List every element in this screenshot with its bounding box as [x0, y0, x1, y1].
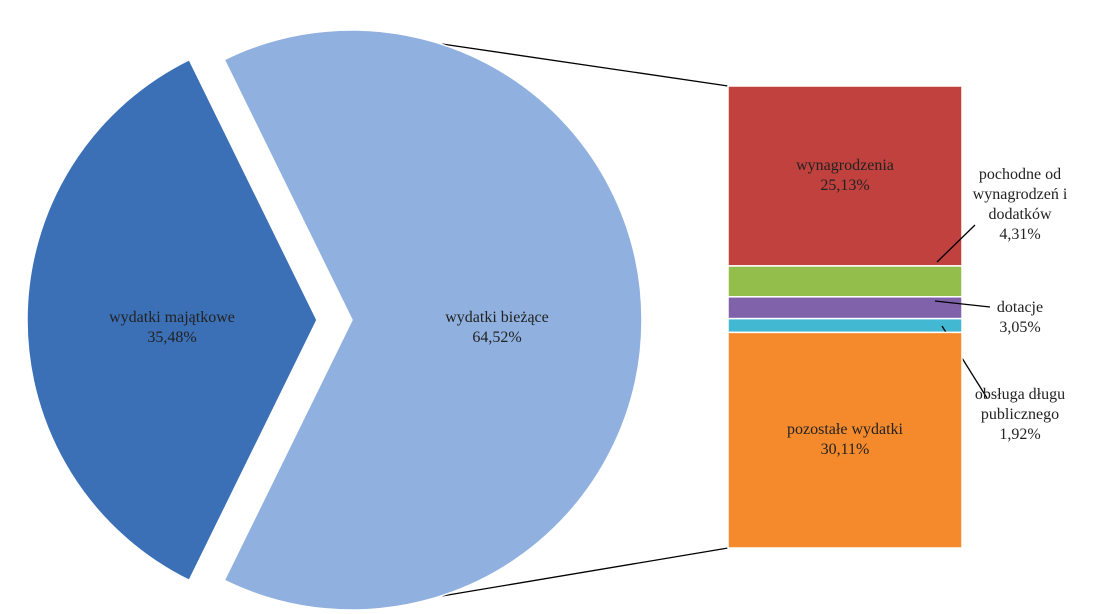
bar-segment: [727, 85, 963, 267]
category-label: pozostałe wydatki: [787, 421, 903, 439]
category-label: pochodne od wynagrodzeń i dodatków: [972, 166, 1068, 223]
bar-segment: [727, 317, 963, 334]
category-label: obsługa długu publicznego: [974, 386, 1066, 423]
value-label: 25,13%: [820, 176, 870, 194]
connector-line: [441, 547, 729, 597]
pie-slice: [26, 58, 318, 582]
bar-segment: [727, 331, 963, 549]
category-label: dotacje: [996, 299, 1044, 316]
value-label: 64,52%: [472, 329, 522, 346]
data-label: dotacje 3,05%: [960, 298, 1080, 338]
pie-slice: [223, 29, 643, 611]
data-label: wydatki majątkowe 35,48%: [109, 308, 235, 348]
value-label: 4,31%: [999, 226, 1041, 243]
bar-segment: [727, 265, 963, 298]
data-label: wynagrodzenia 25,13%: [745, 156, 945, 196]
value-label: 1,92%: [999, 426, 1041, 443]
leader-line: [936, 224, 976, 263]
bar-segment: [727, 296, 963, 320]
category-label: wynagrodzenia: [796, 156, 894, 174]
value-label: 30,11%: [820, 441, 870, 459]
value-label: 3,05%: [999, 319, 1041, 336]
leader-line: [934, 300, 991, 308]
connector-line: [441, 43, 729, 87]
value-label: 35,48%: [147, 329, 197, 346]
category-label: wydatki majątkowe: [109, 309, 235, 326]
category-label: wydatki bieżące: [445, 309, 549, 326]
data-label: pochodne od wynagrodzeń i dodatków 4,31%: [960, 165, 1080, 245]
data-label: wydatki bieżące 64,52%: [445, 308, 549, 348]
data-label: obsługa długu publicznego 1,92%: [960, 385, 1080, 445]
data-label: pozostałe wydatki 30,11%: [745, 420, 945, 460]
